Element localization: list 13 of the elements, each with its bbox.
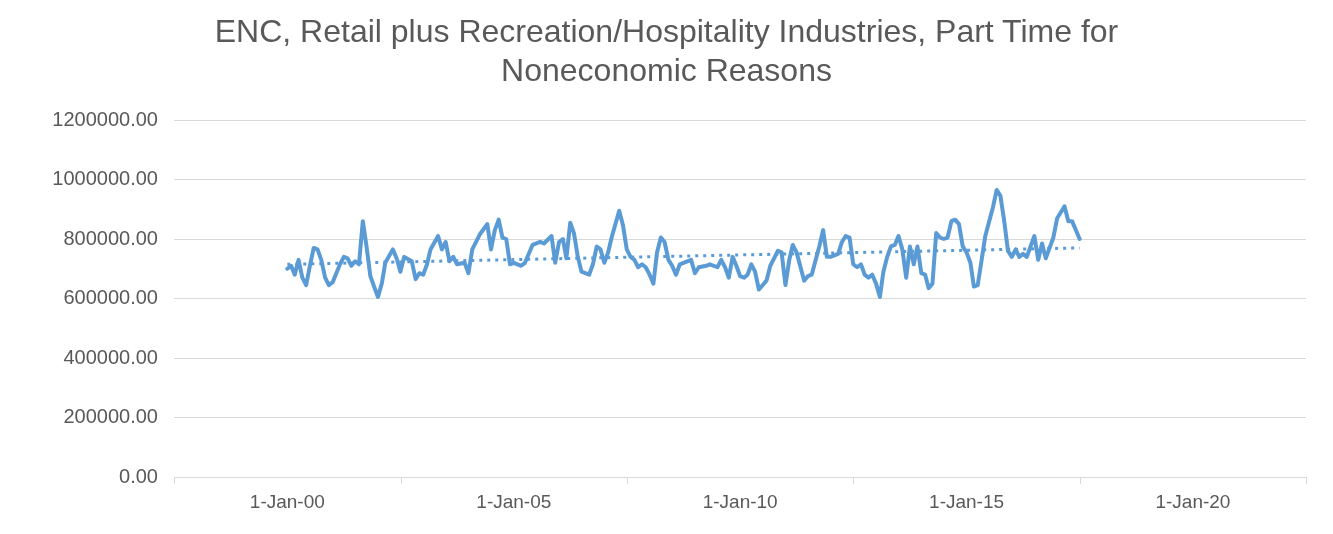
x-tick-label: 1-Jan-00 [249, 490, 325, 512]
y-tick-label: 1200000.00 [52, 107, 158, 130]
x-tick-label: 1-Jan-15 [929, 490, 1005, 512]
y-tick-label: 0.00 [119, 464, 158, 487]
x-tick-label: 1-Jan-05 [476, 490, 552, 512]
y-tick-label: 200000.00 [63, 405, 158, 428]
y-tick-label: 800000.00 [63, 226, 158, 249]
y-tick-label: 400000.00 [63, 345, 158, 368]
y-tick-label: 600000.00 [63, 286, 158, 309]
chart-title: ENC, Retail plus Recreation/Hospitality Industries, Part Time for Noneconomic Reasons [213, 12, 1120, 90]
y-tick-label: 1000000.00 [52, 167, 158, 190]
x-tick-label: 1-Jan-10 [702, 490, 778, 512]
x-tick-label: 1-Jan-20 [1155, 490, 1231, 512]
